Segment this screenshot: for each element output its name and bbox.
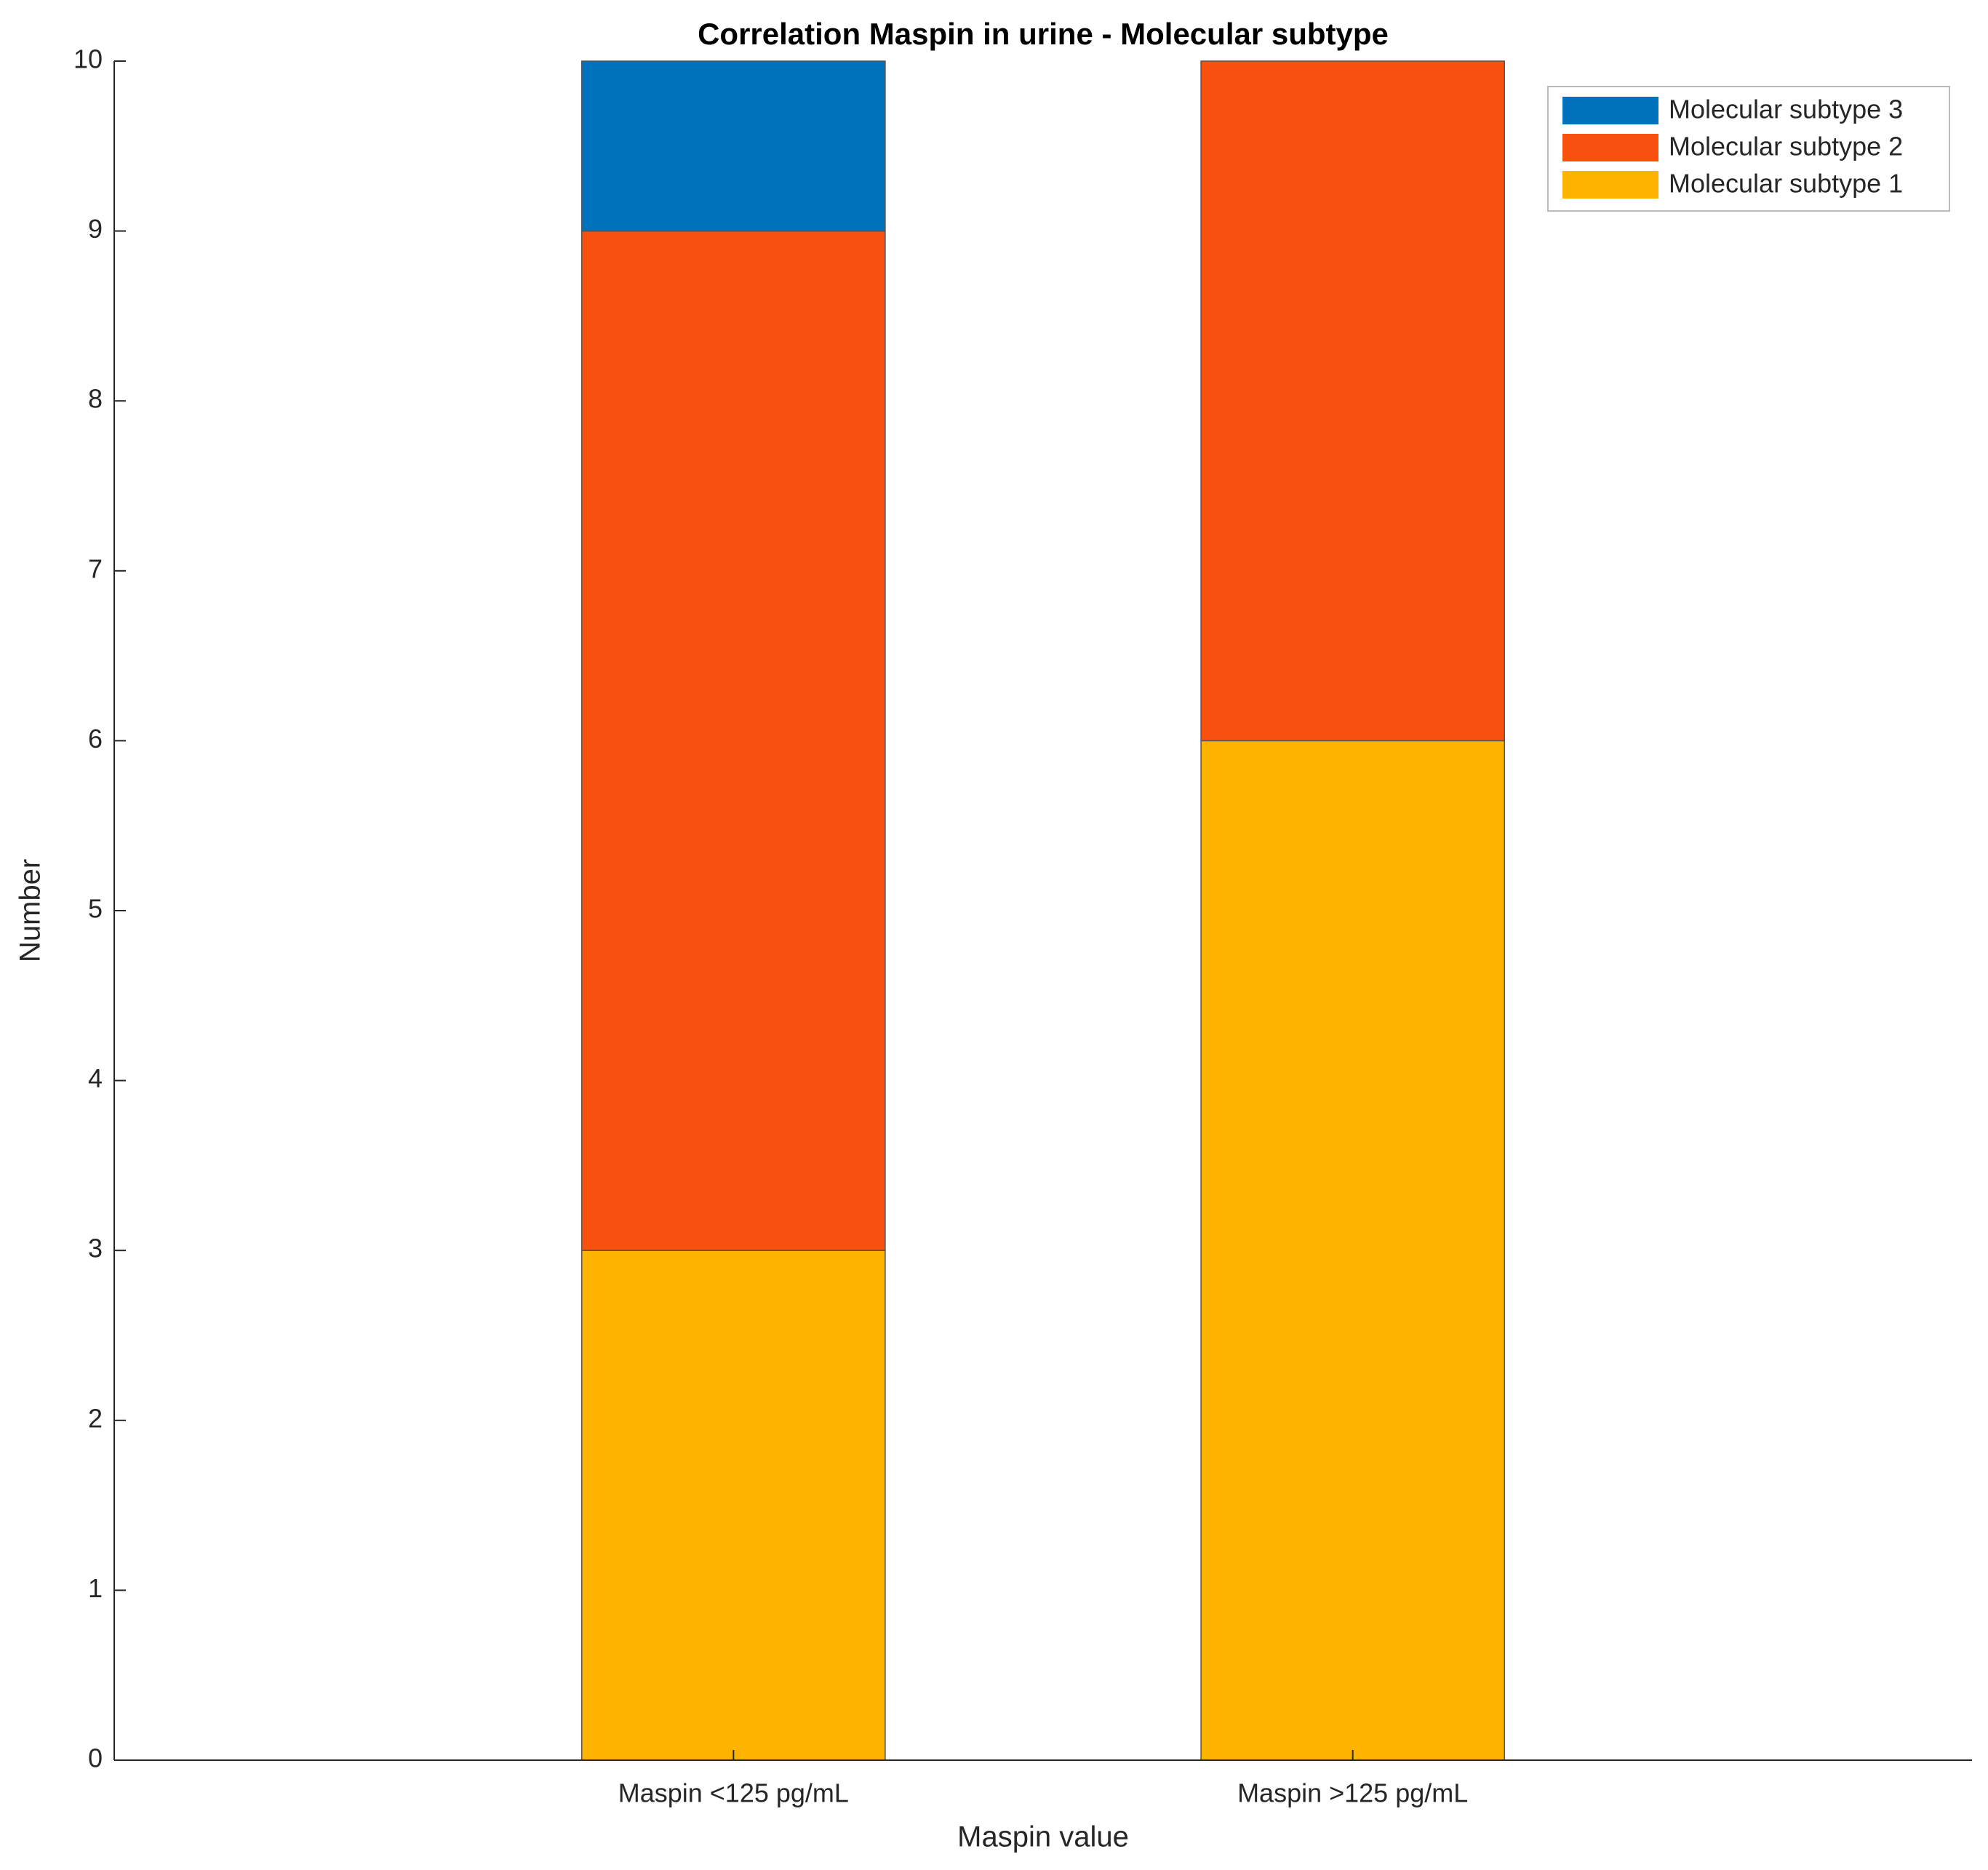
legend-swatch [1562,134,1658,161]
x-axis-label: Maspin value [957,1821,1129,1853]
y-tick-label: 0 [88,1743,103,1773]
y-tick-label: 10 [73,44,103,74]
y-tick-label: 4 [88,1063,103,1093]
y-tick-label: 9 [88,214,103,244]
bar-segment [1200,740,1505,1761]
y-tick-label: 5 [88,894,103,924]
y-tick-label: 1 [88,1573,103,1603]
y-tick-label: 3 [88,1234,103,1263]
y-axis-label: Number [15,859,47,962]
legend-swatch [1562,171,1658,199]
y-tick-label: 2 [88,1403,103,1433]
y-tick-label: 6 [88,724,103,754]
bar-segment [581,1250,886,1761]
y-tick-label: 8 [88,384,103,414]
bar-segment [581,60,886,232]
x-tick-label: Maspin <125 pg/mL [618,1778,849,1808]
legend-label: Molecular subtype 3 [1669,95,1903,124]
y-tick-label: 7 [88,554,103,583]
legend-swatch [1562,97,1658,124]
x-tick-label: Maspin >125 pg/mL [1237,1778,1468,1808]
chart-title: Correlation Maspin in urine - Molecular … [698,17,1389,51]
legend-label: Molecular subtype 1 [1669,169,1903,199]
legend-label: Molecular subtype 2 [1669,132,1903,161]
bar-segment [581,230,886,1251]
bar-segment [1200,60,1505,742]
